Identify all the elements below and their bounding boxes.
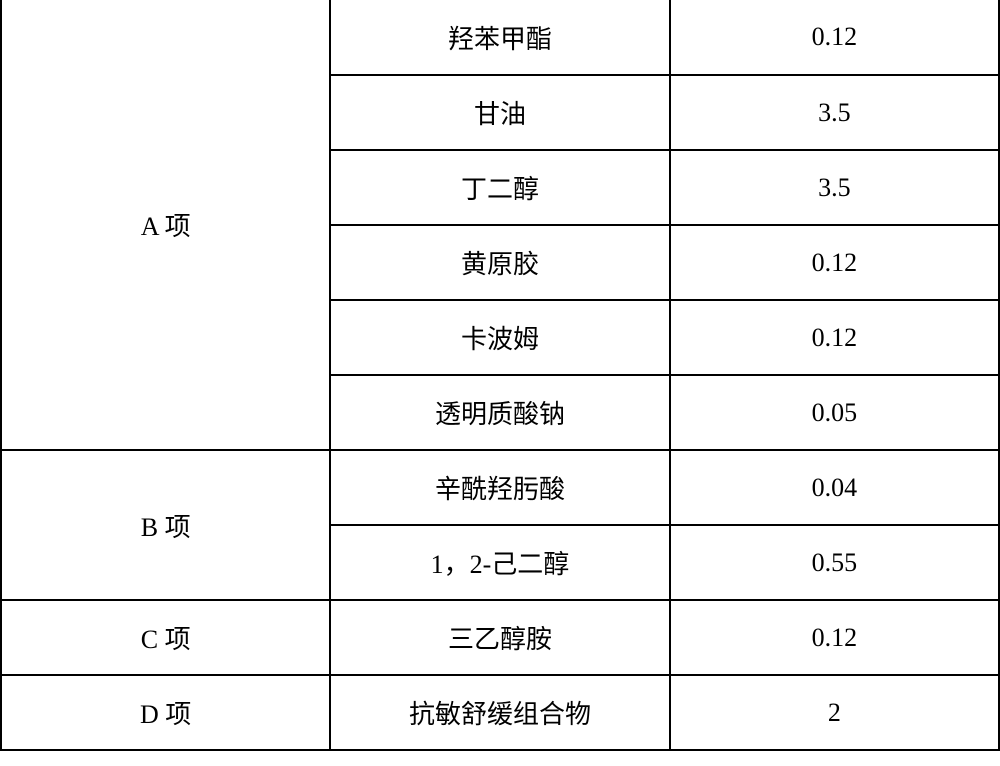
table-row: D 项 抗敏舒缓组合物 2	[1, 675, 999, 750]
amount-cell: 0.12	[670, 225, 999, 300]
group-cell-b: B 项	[1, 450, 330, 600]
group-cell-c: C 项	[1, 600, 330, 675]
ingredient-cell: 透明质酸钠	[330, 375, 669, 450]
ingredient-cell: 卡波姆	[330, 300, 669, 375]
table-row: C 项 三乙醇胺 0.12	[1, 600, 999, 675]
amount-cell: 0.12	[670, 300, 999, 375]
table-row: B 项 辛酰羟肟酸 0.04	[1, 450, 999, 525]
ingredient-cell: 黄原胶	[330, 225, 669, 300]
ingredient-cell: 羟苯甲酯	[330, 0, 669, 75]
amount-cell: 0.05	[670, 375, 999, 450]
amount-cell: 0.04	[670, 450, 999, 525]
amount-cell: 0.12	[670, 0, 999, 75]
ingredients-table: A 项 羟苯甲酯 0.12 甘油 3.5 丁二醇 3.5 黄原胶 0.12 卡波…	[0, 0, 1000, 751]
ingredient-cell: 抗敏舒缓组合物	[330, 675, 669, 750]
ingredient-cell: 三乙醇胺	[330, 600, 669, 675]
group-cell-d: D 项	[1, 675, 330, 750]
amount-cell: 0.55	[670, 525, 999, 600]
amount-cell: 0.12	[670, 600, 999, 675]
ingredients-table-container: A 项 羟苯甲酯 0.12 甘油 3.5 丁二醇 3.5 黄原胶 0.12 卡波…	[0, 0, 1000, 751]
amount-cell: 3.5	[670, 75, 999, 150]
ingredient-cell: 1，2-己二醇	[330, 525, 669, 600]
group-cell-a: A 项	[1, 0, 330, 450]
amount-cell: 3.5	[670, 150, 999, 225]
table-row: A 项 羟苯甲酯 0.12	[1, 0, 999, 75]
ingredient-cell: 辛酰羟肟酸	[330, 450, 669, 525]
ingredient-cell: 丁二醇	[330, 150, 669, 225]
amount-cell: 2	[670, 675, 999, 750]
ingredient-cell: 甘油	[330, 75, 669, 150]
